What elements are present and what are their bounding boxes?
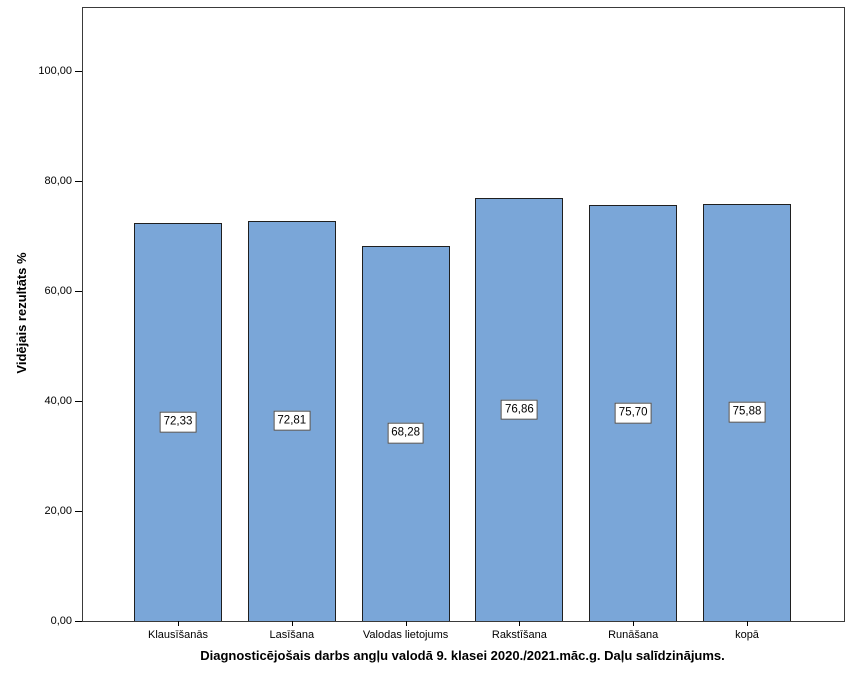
x-axis-tick-label: Lasīšana [269, 629, 315, 641]
x-axis-tick-label: kopā [735, 629, 759, 641]
bar-value-label: 75,70 [614, 402, 652, 424]
x-axis-tick [747, 621, 748, 626]
x-axis-tick [633, 621, 635, 626]
y-axis-tick-label: 0,00 [50, 615, 72, 627]
x-axis-tick-label: Runāšana [608, 629, 659, 641]
x-axis-tick-label: Klausīšanās [148, 629, 208, 641]
bar-value-label: 76,86 [501, 399, 538, 421]
bar-value-label: 68,28 [387, 422, 424, 444]
bar-value-label: 72,81 [273, 410, 311, 432]
y-axis-tick [75, 401, 82, 403]
y-axis-tick-label: 80,00 [44, 175, 72, 188]
bar-value-label: 72,33 [159, 411, 197, 433]
x-axis-tick [178, 621, 179, 626]
y-axis-tick [75, 181, 82, 183]
y-axis-tick [75, 71, 82, 73]
y-axis-tick [75, 621, 82, 622]
y-axis-tick-label: 20,00 [44, 505, 72, 518]
chart-title: Diagnosticējošais darbs angļu valodā 9. … [200, 648, 725, 663]
plot-area: 0,00 20,00 40,00 60,00 80,00 100,00 72,33 Klaus… [38, 7, 845, 641]
y-axis-title: Vidējais rezultāts % [14, 252, 29, 374]
y-axis-tick [75, 291, 82, 293]
x-axis-tick [291, 621, 293, 626]
bar-value-label: 75,88 [728, 402, 766, 423]
y-axis-tick-label: 60,00 [44, 285, 72, 298]
x-axis-tick-label: Rakstīšana [491, 629, 547, 641]
y-axis-tick-label: 100,00 [38, 65, 72, 78]
x-axis-tick [519, 621, 521, 626]
y-axis-tick [75, 511, 82, 513]
x-axis-tick-label: Valodas lietojums [362, 629, 449, 641]
y-axis-tick-label: 40,00 [44, 395, 72, 408]
x-axis-tick [405, 621, 407, 626]
